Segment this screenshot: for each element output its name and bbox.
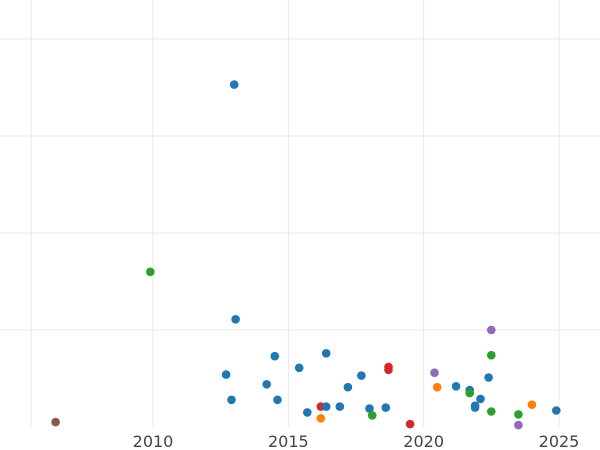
data-point-17 (357, 371, 366, 380)
data-point-8 (273, 395, 282, 405)
data-point-10 (303, 408, 312, 417)
data-point-39 (552, 406, 561, 415)
data-point-18 (365, 404, 374, 413)
data-point-0 (51, 417, 60, 427)
data-point-9 (294, 363, 304, 373)
data-point-35 (487, 325, 496, 335)
x-tick-label-2025: 2025 (539, 432, 580, 450)
data-point-25 (432, 382, 442, 392)
data-point-38 (527, 400, 537, 410)
data-point-31 (476, 394, 485, 404)
data-point-2 (229, 80, 239, 89)
data-point-23 (405, 419, 415, 429)
data-point-14 (321, 349, 331, 358)
data-point-16 (343, 382, 353, 392)
data-point-5 (227, 395, 236, 405)
data-point-30 (470, 403, 480, 412)
data-point-28 (465, 388, 475, 398)
data-point-15 (335, 402, 345, 411)
data-point-24 (430, 368, 439, 378)
data-point-11 (316, 414, 326, 423)
data-points (51, 80, 561, 430)
data-point-22 (384, 365, 393, 375)
data-point-36 (514, 410, 523, 419)
grid-layer (0, 0, 600, 427)
data-point-26 (451, 382, 461, 391)
data-point-1 (146, 267, 155, 277)
x-tick-label-2010: 2010 (133, 432, 174, 450)
data-point-3 (231, 315, 240, 324)
data-point-13 (321, 402, 331, 411)
data-point-4 (221, 370, 231, 379)
data-point-6 (262, 380, 272, 389)
data-point-19 (367, 411, 377, 420)
x-axis-tick-labels: 2010 2015 2020 2025 (133, 432, 580, 450)
data-point-20 (381, 403, 391, 412)
x-tick-label-2020: 2020 (403, 432, 444, 450)
x-tick-label-2015: 2015 (268, 432, 309, 450)
data-point-32 (484, 373, 493, 382)
data-point-7 (270, 351, 280, 361)
data-point-37 (514, 420, 523, 430)
data-point-33 (487, 407, 496, 416)
data-point-34 (487, 350, 496, 360)
